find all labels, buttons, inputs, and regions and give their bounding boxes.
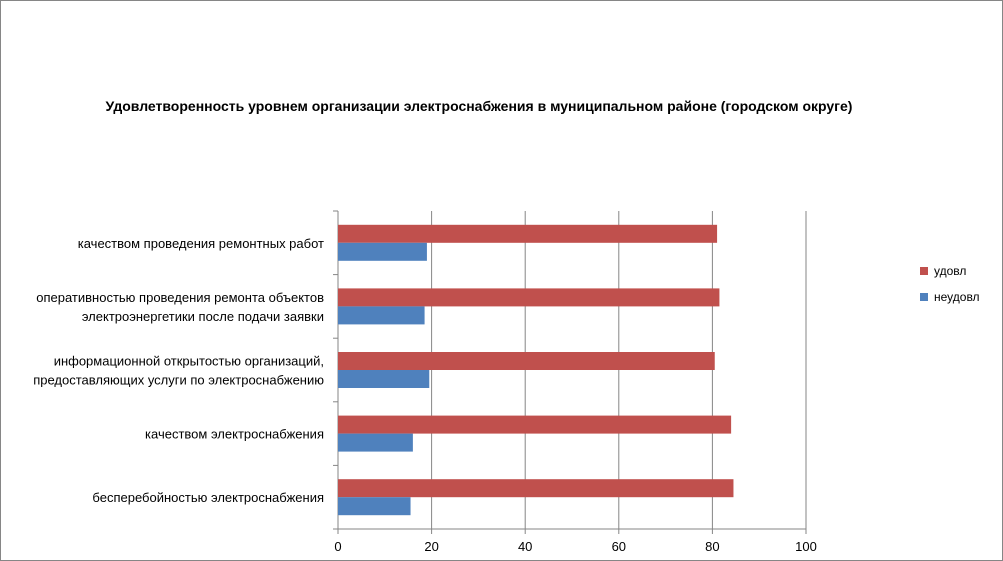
legend-item-satisfied: удовл [920, 258, 980, 284]
category-label-4: бесперебойностью электроснабжения [92, 490, 324, 505]
category-label-1-line-1: электроэнергетики после подачи заявки [82, 309, 324, 324]
bar-unsatisfied-2 [338, 370, 430, 388]
bar-satisfied-4 [338, 479, 734, 498]
x-tick-label-60: 60 [612, 539, 626, 554]
x-tick-label-100: 100 [795, 539, 817, 554]
chart-title: Удовлетворенность уровнем организации эл… [105, 98, 853, 114]
category-label-3: качеством электроснабжения [145, 427, 324, 442]
category-label-2-line-1: предоставляющих услуги по электроснабжен… [33, 373, 324, 388]
category-label-0: качеством проведения ремонтных работ [78, 236, 324, 251]
x-tick-label-20: 20 [424, 539, 438, 554]
legend-label-unsatisfied: неудовл [934, 290, 980, 304]
bar-satisfied-2 [338, 352, 715, 370]
legend-item-unsatisfied: неудовл [920, 284, 980, 310]
legend: удовл неудовл [920, 258, 980, 310]
bar-unsatisfied-3 [338, 433, 413, 452]
legend-label-satisfied: удовл [934, 264, 967, 278]
legend-swatch-unsatisfied [920, 293, 928, 301]
category-label-1-line-0: оперативностью проведения ремонта объект… [36, 290, 324, 305]
x-tick-label-80: 80 [705, 539, 719, 554]
bar-satisfied-3 [338, 415, 732, 434]
bar-satisfied-1 [338, 288, 720, 307]
legend-swatch-satisfied [920, 267, 928, 275]
bar-unsatisfied-4 [338, 497, 411, 516]
bar-unsatisfied-1 [338, 306, 425, 325]
bar-unsatisfied-0 [338, 242, 427, 261]
x-tick-label-40: 40 [518, 539, 532, 554]
category-label-2-line-0: информационной открытостью организаций, [54, 354, 324, 369]
bar-satisfied-0 [338, 224, 718, 243]
x-tick-label-0: 0 [334, 539, 341, 554]
